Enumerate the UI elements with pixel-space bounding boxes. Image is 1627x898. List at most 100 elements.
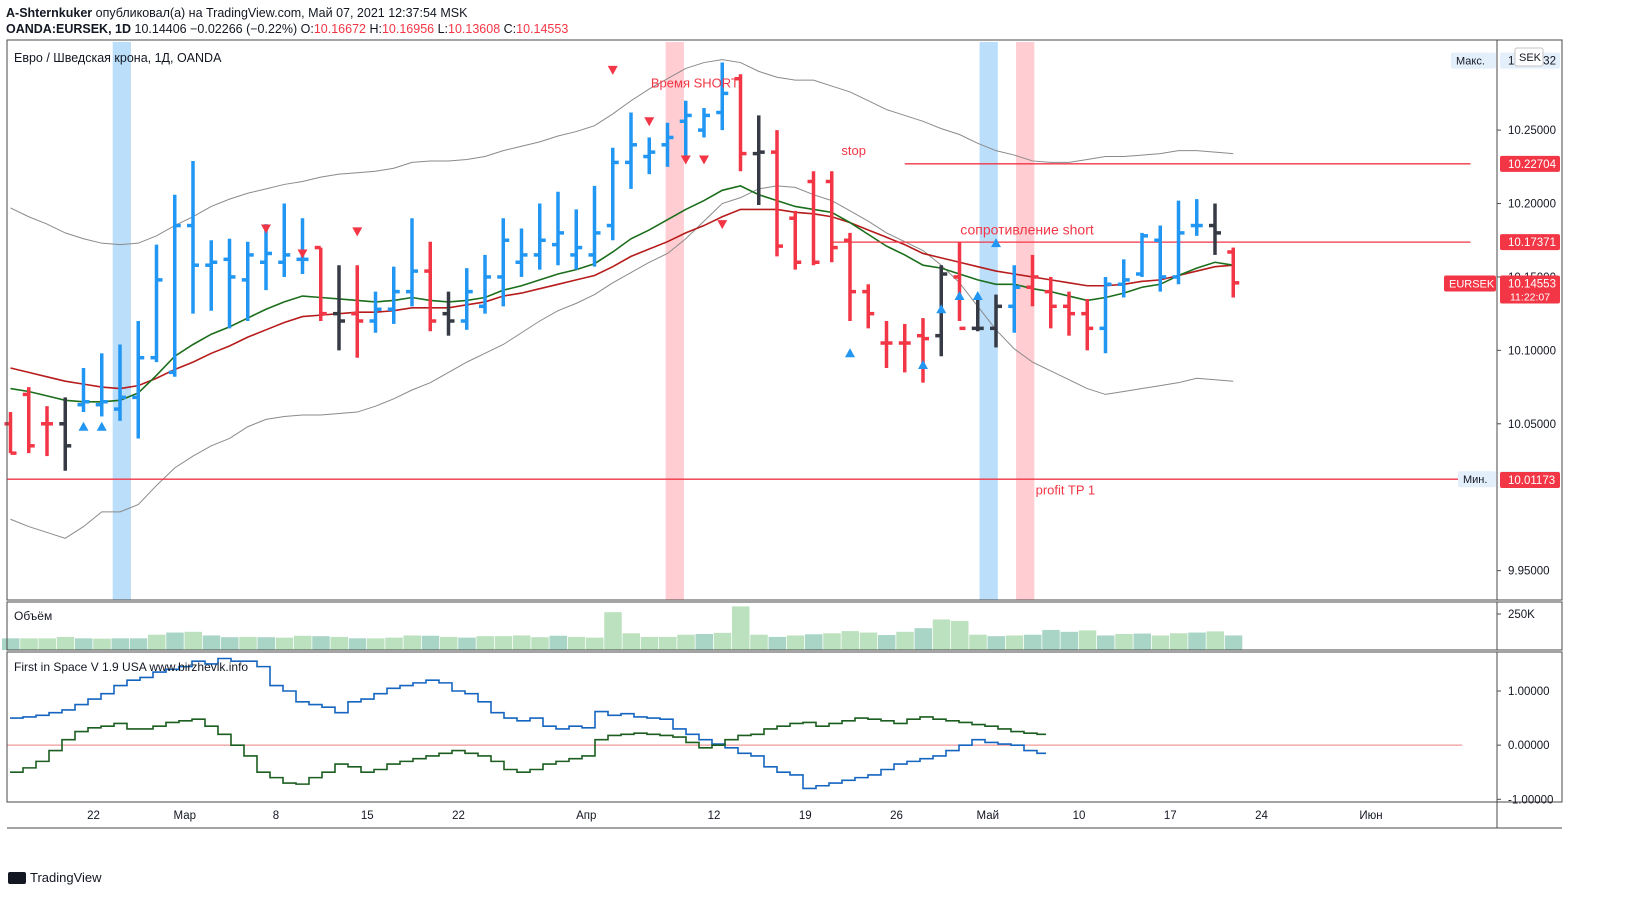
ohlc-bar xyxy=(752,115,765,205)
volume-axis-label: 250K xyxy=(1508,609,1535,621)
price-axis-label: 10.10000 xyxy=(1508,345,1556,357)
ohlc-bar xyxy=(387,266,400,324)
ohlc-bar xyxy=(844,232,856,321)
open-value: 10.16672 xyxy=(313,22,366,36)
indicator-label: First in Space V 1.9 USA www.birzhevik.i… xyxy=(14,660,248,674)
chart-annotation: profit TP 1 xyxy=(1036,482,1096,497)
volume-bar xyxy=(312,636,330,650)
price-badge-value: 10.17371 xyxy=(1508,237,1556,249)
volume-bar xyxy=(20,638,38,650)
pane-axis-frame-0 xyxy=(1496,39,1563,601)
ohlc-bar xyxy=(1172,200,1185,285)
volume-bar xyxy=(932,619,951,650)
volume-bar xyxy=(1224,635,1243,650)
ohlc-bar xyxy=(223,238,236,329)
volume-bar xyxy=(841,631,859,650)
ema-slow-line xyxy=(10,208,1234,390)
signal-up-triangle xyxy=(972,291,983,301)
chart-annotation: stop xyxy=(841,143,866,158)
time-axis-label: 22 xyxy=(452,810,465,822)
volume-bar xyxy=(823,633,841,650)
author-name[interactable]: A-Shternkuker xyxy=(6,6,93,20)
ohlc-bar xyxy=(971,298,984,332)
volume-bar xyxy=(659,636,677,650)
pane-axis-frame-1 xyxy=(1496,601,1563,651)
volume-bar xyxy=(202,635,221,650)
ohlc-bar xyxy=(552,191,564,266)
ohlc-bar xyxy=(77,367,90,413)
price-axis-label: 10.05000 xyxy=(1508,419,1556,431)
signal-down-triangle xyxy=(607,65,618,75)
price-badge xyxy=(1500,471,1560,488)
ohlc-bar xyxy=(771,130,783,257)
time-axis-label: 22 xyxy=(87,810,100,822)
signal-up-triangle xyxy=(78,421,89,431)
volume-bar xyxy=(1206,631,1224,650)
volume-bar xyxy=(367,638,385,650)
time-axis-label: 24 xyxy=(1255,810,1268,822)
volume-bar xyxy=(56,636,75,650)
volume-bar xyxy=(859,632,878,650)
signal-up-triangle xyxy=(936,304,947,314)
volume-bar xyxy=(330,636,348,650)
price-badge xyxy=(1500,155,1560,172)
ohlc-bar xyxy=(296,218,309,275)
time-axis-label: 10 xyxy=(1073,810,1086,822)
signal-down-triangle xyxy=(352,227,363,237)
volume-bar xyxy=(403,635,421,650)
signal-down-triangle xyxy=(261,224,271,234)
ohlc-bar xyxy=(1227,247,1240,298)
ohlc-bar xyxy=(734,74,747,172)
volume-bar xyxy=(695,634,713,650)
ohlc-bar xyxy=(241,241,254,321)
volume-bar xyxy=(805,634,823,650)
time-axis-label: Май xyxy=(976,810,999,822)
close-value: 10.14553 xyxy=(516,22,569,36)
ohlc-bar xyxy=(990,294,1002,348)
volume-bar xyxy=(896,631,914,650)
oscillator-axis-label: 0.00000 xyxy=(1508,740,1550,752)
high-value: 10.16956 xyxy=(381,22,435,36)
ohlc-bar xyxy=(1063,291,1075,336)
ohlc-bar xyxy=(59,397,72,471)
volume-label: Объём xyxy=(14,609,52,623)
volume-bar xyxy=(969,634,987,650)
volume-bar xyxy=(604,612,622,650)
volume-bar xyxy=(768,636,786,650)
publish-header: A-Shternkuker опубликовал(а) на TradingV… xyxy=(6,6,467,20)
ohlc-bar xyxy=(41,406,53,457)
price-badge-label-box xyxy=(1444,275,1496,292)
ohlc-bar xyxy=(1154,225,1167,292)
ohlc-bar xyxy=(606,147,619,241)
ohlc-bar xyxy=(260,224,272,291)
ohlc-bar xyxy=(679,100,692,160)
ohlc-bar xyxy=(314,245,327,321)
volume-bar xyxy=(148,634,166,650)
volume-bar xyxy=(421,635,440,650)
volume-bar xyxy=(458,637,476,650)
ohlc-bar xyxy=(479,254,491,314)
open-label: O: xyxy=(300,22,314,36)
volume-bar xyxy=(166,632,184,650)
signal-up-triangle xyxy=(918,360,928,370)
volume-bar xyxy=(2,638,20,650)
close-label: C: xyxy=(503,22,517,36)
price-badge xyxy=(1500,275,1560,304)
ohlc-bar xyxy=(880,321,893,368)
ohlc-bar xyxy=(898,323,911,373)
ohlc-bar xyxy=(789,210,802,270)
high-label: H: xyxy=(369,22,382,36)
volume-bar xyxy=(878,635,896,650)
low-value: 10.13608 xyxy=(448,22,501,36)
signal-down-triangle xyxy=(297,249,308,259)
time-axis-label: 26 xyxy=(890,810,903,822)
ohlc-bar xyxy=(1044,276,1057,329)
volume-bar xyxy=(184,631,202,650)
price-badge-label-box xyxy=(1451,52,1496,69)
time-axis-label: 15 xyxy=(361,810,374,822)
footer-brand[interactable]: TradingView xyxy=(8,870,102,885)
price-axis-label: 9.95000 xyxy=(1508,566,1550,578)
volume-bar xyxy=(348,638,367,650)
volume-bar xyxy=(1151,635,1170,650)
